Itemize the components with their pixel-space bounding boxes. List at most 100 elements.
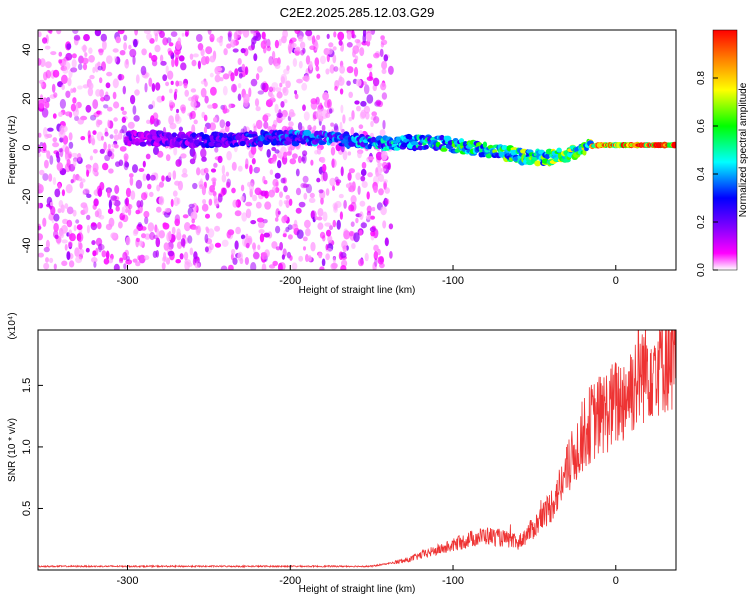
noise-speckle (262, 114, 269, 122)
noise-speckle (359, 200, 366, 207)
noise-speckle (294, 93, 299, 100)
noise-speckle (350, 201, 357, 212)
noise-speckle (56, 162, 63, 172)
noise-speckle (320, 156, 326, 164)
noise-speckle (163, 251, 167, 262)
noise-speckle (345, 183, 350, 188)
noise-speckle (43, 246, 50, 253)
noise-speckle (99, 215, 105, 220)
noise-speckle (162, 37, 169, 46)
noise-speckle (288, 146, 293, 155)
noise-speckle (104, 131, 109, 137)
noise-speckle (346, 66, 354, 74)
noise-speckle (250, 262, 257, 270)
noise-speckle (64, 244, 68, 251)
noise-speckle (237, 93, 242, 101)
colorbar: 0.0 0.2 0.4 0.6 0.8 Normalized spectral ampl… (696, 29, 749, 277)
noise-speckle (123, 263, 127, 270)
noise-speckle (120, 106, 125, 111)
noise-speckle (225, 171, 230, 177)
noise-speckle (350, 221, 355, 227)
noise-speckle (328, 108, 333, 114)
noise-speckle (315, 109, 323, 120)
noise-speckle (155, 82, 161, 91)
noise-speckle (250, 145, 257, 155)
noise-speckle (167, 250, 175, 257)
noise-speckle (216, 37, 223, 43)
noise-speckle (59, 98, 66, 109)
y-tick-label: -20 (21, 189, 33, 205)
noise-speckle (298, 60, 303, 69)
noise-speckle (147, 183, 152, 190)
noise-speckle (380, 35, 385, 41)
noise-speckle (61, 74, 68, 85)
noise-speckle (382, 119, 386, 130)
noise-speckle (348, 91, 354, 99)
noise-speckle (170, 80, 174, 85)
noise-speckle (43, 262, 50, 270)
noise-speckle (127, 204, 133, 210)
signal-blob (439, 134, 445, 141)
noise-speckle (234, 210, 242, 217)
noise-speckle (46, 97, 51, 103)
chart-title: C2E2.2025.285.12.03.G29 (280, 5, 435, 20)
noise-speckle (68, 260, 75, 268)
noise-speckle (332, 185, 335, 191)
noise-speckle (329, 177, 336, 187)
noise-speckle (321, 258, 326, 267)
noise-speckle (52, 177, 57, 185)
noise-speckle (226, 150, 232, 161)
noise-speckle (240, 48, 246, 54)
noise-speckle (78, 242, 83, 250)
noise-speckle (278, 199, 283, 207)
noise-speckle (335, 181, 340, 186)
noise-speckle (297, 122, 303, 131)
noise-speckle (183, 251, 189, 261)
noise-speckle (73, 34, 81, 41)
noise-speckle (255, 119, 263, 130)
noise-speckle (38, 233, 43, 241)
noise-speckle (332, 54, 337, 64)
noise-speckle (51, 83, 56, 93)
noise-speckle (54, 234, 59, 240)
noise-speckle (197, 43, 204, 51)
snr-frame (37, 329, 677, 571)
noise-speckle (221, 173, 227, 183)
noise-speckle (384, 187, 391, 194)
noise-speckle (184, 222, 191, 232)
noise-speckle (351, 243, 356, 249)
noise-speckle (118, 221, 123, 229)
noise-speckle (235, 30, 242, 38)
noise-speckle (280, 177, 286, 184)
noise-speckle (149, 38, 155, 44)
noise-speckle (389, 251, 393, 259)
noise-speckle (133, 115, 140, 122)
noise-speckle (99, 148, 105, 154)
noise-speckle (237, 165, 243, 172)
noise-speckle (65, 111, 72, 117)
noise-speckle (134, 30, 138, 36)
noise-speckle (93, 261, 97, 268)
noise-speckle (360, 222, 367, 229)
noise-speckle (338, 193, 344, 199)
noise-speckle (340, 166, 344, 177)
noise-speckle (296, 229, 304, 239)
noise-speckle (87, 87, 94, 97)
noise-speckle (64, 146, 70, 155)
x-tick-label: 0 (613, 275, 619, 287)
noise-speckle (122, 251, 128, 261)
noise-speckle (146, 33, 152, 41)
noise-speckle (189, 247, 194, 256)
noise-speckle (106, 71, 113, 77)
noise-speckle (303, 192, 308, 200)
noise-speckle (53, 213, 60, 222)
noise-speckle (58, 59, 63, 64)
noise-speckle (346, 80, 351, 86)
noise-speckle (68, 132, 73, 141)
noise-speckle (103, 141, 107, 151)
noise-speckle (357, 185, 361, 195)
noise-speckle (107, 106, 113, 112)
noise-speckle (268, 56, 274, 66)
noise-speckle (182, 168, 188, 175)
noise-speckle (113, 134, 120, 141)
